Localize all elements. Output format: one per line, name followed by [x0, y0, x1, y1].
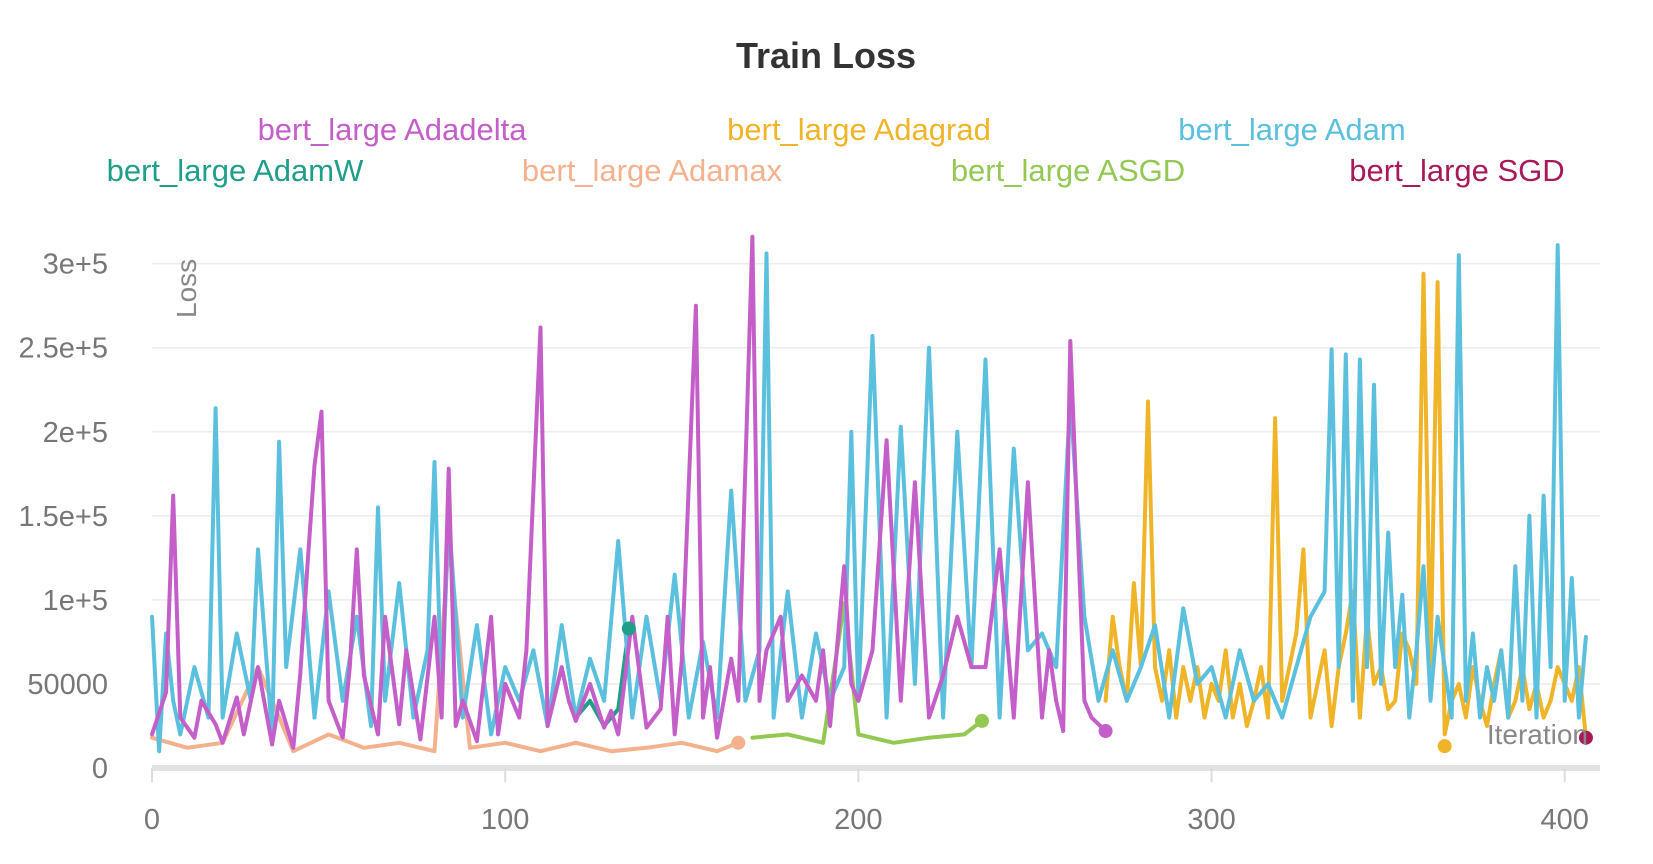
- series-end-marker: [731, 735, 746, 750]
- legend-item[interactable]: bert_large ASGD: [951, 153, 1185, 188]
- x-tick-label: 300: [1187, 804, 1235, 836]
- series-layer: [150, 234, 1588, 754]
- series-line: [750, 601, 984, 745]
- legend: bert_large Adadelta bert_large Adagrad ber…: [107, 112, 1565, 188]
- y-tick-label: 1.5e+5: [18, 501, 108, 533]
- y-tick-label: 1e+5: [43, 585, 108, 617]
- x-axis-label: Iteration: [1487, 719, 1588, 750]
- y-tick-label: 2.5e+5: [18, 333, 108, 365]
- y-axis-ticks: 0 50000 1e+5 1.5e+5 2e+5 2.5e+5 3e+5: [18, 249, 108, 785]
- legend-item[interactable]: bert_large AdamW: [107, 153, 364, 188]
- series-line: [150, 234, 1108, 750]
- y-axis-label: Loss: [171, 259, 202, 318]
- x-axis-ticks: 0 100 200 300 400: [144, 768, 1589, 836]
- x-tick-label: 400: [1541, 804, 1589, 836]
- legend-item[interactable]: bert_large Adamax: [522, 153, 783, 188]
- series-line: [150, 243, 1588, 754]
- series-end-marker: [1437, 739, 1452, 754]
- series-end-marker: [1098, 724, 1113, 739]
- legend-item[interactable]: bert_large Adadelta: [258, 112, 528, 147]
- y-tick-label: 50000: [27, 669, 108, 701]
- x-tick-label: 200: [834, 804, 882, 836]
- y-tick-label: 3e+5: [43, 249, 108, 281]
- chart-title: Train Loss: [736, 35, 916, 76]
- series-line: [1103, 271, 1588, 740]
- y-tick-label: 2e+5: [43, 417, 108, 449]
- y-tick-label: 0: [92, 753, 108, 785]
- series-end-marker: [1578, 730, 1593, 745]
- series-end-marker: [974, 713, 989, 728]
- end-markers: [621, 621, 1593, 754]
- series-end-marker: [621, 621, 636, 636]
- x-tick-label: 0: [144, 804, 160, 836]
- legend-item[interactable]: bert_large Adam: [1178, 112, 1405, 147]
- legend-item[interactable]: bert_large SGD: [1349, 153, 1564, 188]
- x-tick-label: 100: [481, 804, 529, 836]
- legend-item[interactable]: bert_large Adagrad: [727, 112, 991, 147]
